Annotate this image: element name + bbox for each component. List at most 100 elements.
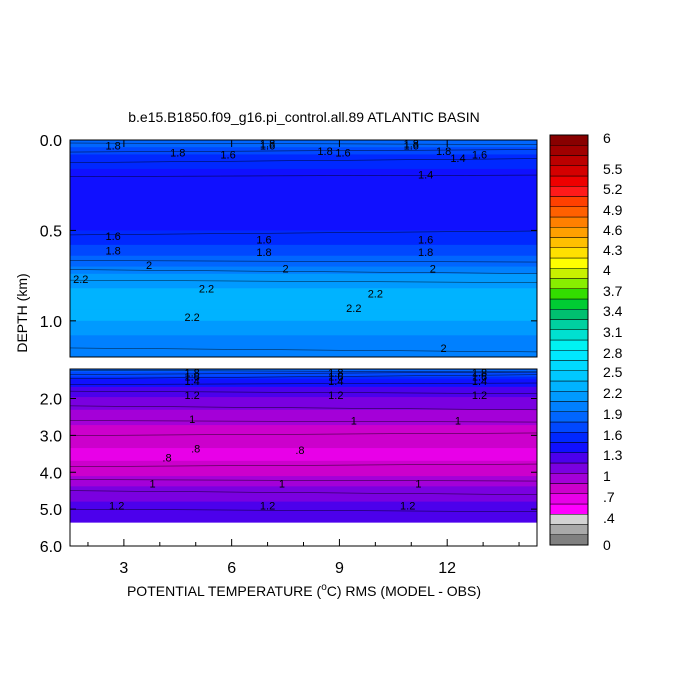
- lower-y-axis: 2.0 3.0 4.0 5.0 6.0: [40, 392, 537, 556]
- colorbar-frame: [549, 134, 589, 546]
- colorbar-swatch: [549, 462, 589, 474]
- upper-band: [70, 140, 537, 145]
- upper-band: [70, 150, 537, 156]
- upper-band: [70, 291, 537, 297]
- upper-contour-label: 2: [146, 260, 152, 272]
- colorbar-swatch: [549, 411, 589, 423]
- colorbar-swatch: [549, 145, 589, 156]
- lower-contour-label: 1.6: [328, 371, 343, 383]
- lower-contour-label: 1.2: [184, 390, 199, 402]
- lower-contour-line: [70, 382, 537, 385]
- lower-band: [70, 412, 537, 416]
- colorbar-label: 0: [603, 537, 611, 553]
- lower-band: [70, 483, 537, 487]
- lower-contour-label: 1.8: [472, 368, 487, 380]
- upper-contour-label: 1.8: [256, 247, 271, 259]
- colorbar-swatch: [549, 452, 589, 464]
- colorbar-swatch: [549, 216, 589, 228]
- lower-band: [70, 514, 537, 518]
- upper-band: [70, 241, 537, 246]
- lower-band: [70, 379, 537, 383]
- lower-band: [70, 448, 537, 452]
- upper-contour-label: 1.4: [418, 169, 433, 181]
- lower-band: [70, 468, 537, 472]
- upper-band: [70, 266, 537, 271]
- colorbar-swatch: [549, 503, 589, 515]
- lower-y-tick-label: 5.0: [40, 502, 62, 519]
- lower-contour-label: 1: [150, 478, 156, 490]
- lower-contour-label: 1: [189, 414, 195, 426]
- upper-band: [70, 342, 537, 347]
- colorbar-swatch: [549, 175, 589, 187]
- upper-contour-label: 1.8: [260, 139, 275, 151]
- lower-contour-label: 1.4: [472, 376, 487, 388]
- upper-band: [70, 187, 537, 192]
- lower-contour-label: 1.4: [184, 376, 199, 388]
- lower-band: [70, 399, 537, 403]
- upper-contour-label: 1.8: [404, 139, 419, 151]
- colorbar-swatch: [549, 309, 589, 320]
- upper-band: [70, 165, 537, 170]
- upper-band: [70, 172, 537, 177]
- lower-contour-label: 1: [455, 416, 461, 428]
- lower-band: [70, 404, 537, 408]
- colorbar-swatch: [549, 237, 589, 248]
- upper-band: [70, 320, 537, 326]
- colorbar-swatch: [549, 514, 589, 525]
- lower-band: [70, 417, 537, 421]
- upper-contour-label: 1.6: [404, 140, 419, 152]
- colorbar-swatch: [549, 257, 589, 269]
- lower-contour-label: 1.6: [184, 371, 199, 383]
- lower-band: [70, 437, 537, 442]
- lower-band: [70, 369, 537, 373]
- colorbar-swatch: [549, 493, 589, 505]
- lower-y-tick-label: 4.0: [40, 465, 62, 482]
- lower-contour-line: [70, 370, 537, 373]
- upper-contour-labels: 1.81.8 1.61.81.6 1.8 1.61.81.6 1.81.4 1.61.41…: [73, 139, 487, 355]
- upper-band: [70, 277, 537, 282]
- upper-contour-label: 1.8: [436, 146, 451, 158]
- lower-band: [70, 450, 537, 454]
- colorbar-swatch: [549, 483, 589, 494]
- colorbar-swatch: [549, 432, 589, 443]
- upper-band: [70, 302, 537, 307]
- upper-band: [70, 176, 537, 181]
- upper-band: [70, 168, 537, 174]
- upper-band: [70, 154, 537, 159]
- lower-band: [70, 458, 537, 462]
- upper-contour-label: 1.8: [105, 140, 120, 152]
- colorbar-swatch: [549, 319, 589, 330]
- upper-y-tick-label: 0.5: [40, 223, 62, 240]
- colorbar-swatch: [549, 442, 589, 453]
- colorbar-swatch: [549, 329, 589, 341]
- colorbar-swatch: [549, 155, 589, 166]
- lower-band: [70, 516, 537, 521]
- lower-y-tick-label: 2.0: [40, 392, 62, 409]
- colorbar-swatch: [549, 391, 589, 402]
- upper-contour-label: 1.8: [105, 245, 120, 257]
- upper-contour-line: [70, 347, 537, 353]
- upper-contour-label: 2.2: [346, 303, 361, 315]
- colorbar-label: 5.2: [603, 181, 623, 197]
- upper-contour-field: [70, 140, 537, 357]
- lower-contour-line: [70, 405, 537, 411]
- lower-contour-label: .8: [191, 443, 200, 455]
- lower-band: [70, 455, 537, 459]
- lower-band: [70, 519, 537, 523]
- lower-contour-line: [70, 374, 537, 379]
- lower-band: [70, 509, 537, 513]
- lower-contour-label: .8: [162, 453, 171, 465]
- colorbar-swatch: [549, 196, 589, 207]
- lower-band: [70, 504, 537, 508]
- upper-band: [70, 284, 537, 289]
- colorbar-swatch: [549, 268, 589, 279]
- lower-panel: 1.8 1.8 1.81.6 1.6 1.61.4 1.4 1.41.2 1.2 1.21 1 1.…: [40, 140, 538, 577]
- upper-contour-line: [70, 230, 537, 236]
- upper-band: [70, 324, 537, 329]
- lower-band: [70, 463, 537, 467]
- upper-contour-label: 2.2: [184, 312, 199, 324]
- upper-contour-label: 1.8: [418, 247, 433, 259]
- upper-band: [70, 255, 537, 260]
- lower-contour-label: 1: [279, 478, 285, 490]
- upper-y-tick-label: 0.0: [40, 133, 62, 150]
